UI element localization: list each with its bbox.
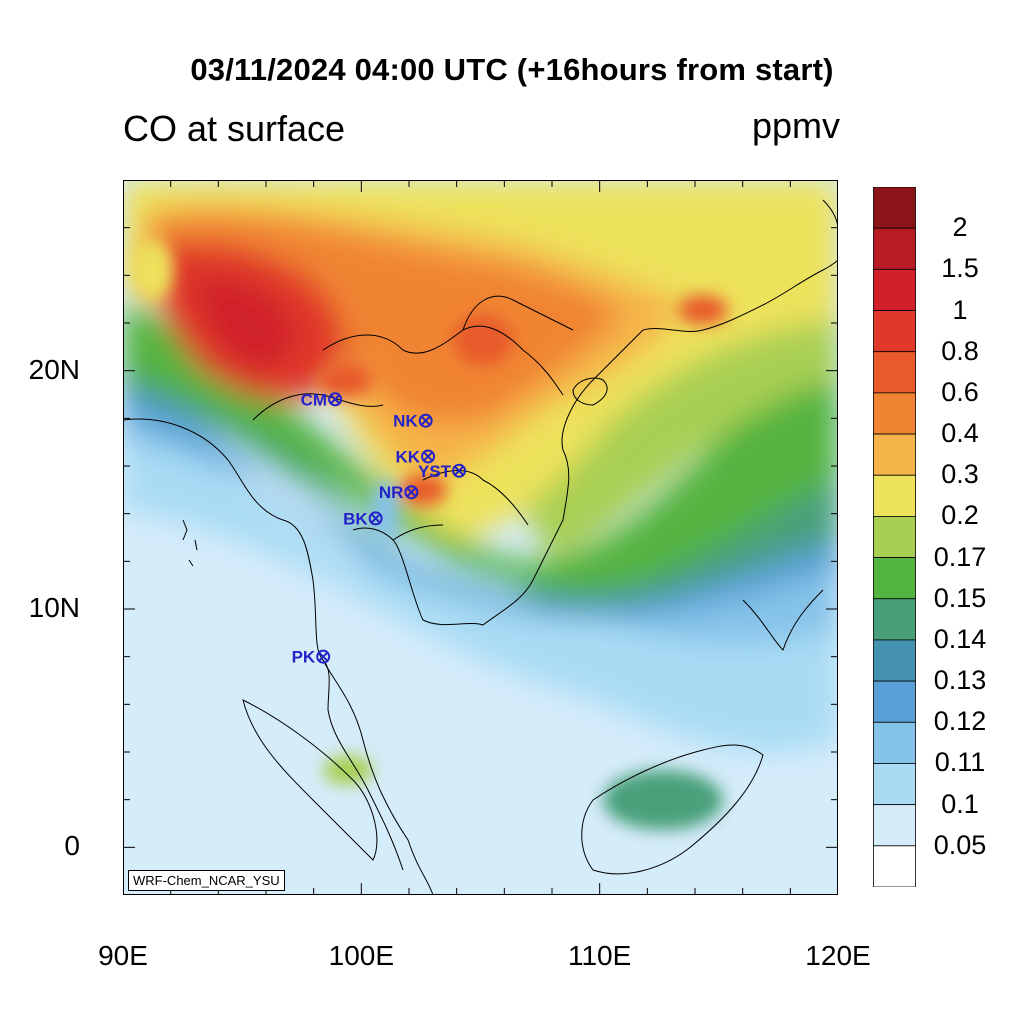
colorbar-label: 0.17 (933, 541, 987, 572)
plot-frame (123, 180, 838, 895)
x-tick-label: 100E (328, 940, 395, 971)
station-label: KK (396, 447, 421, 466)
colorbar-label: 0.14 (933, 623, 987, 654)
colorbar-swatch (873, 474, 916, 517)
colorbar-label: 0.8 (941, 335, 979, 366)
station-cross (318, 651, 328, 662)
colorbar-swatch (873, 680, 916, 723)
station-yst: YST (418, 462, 467, 481)
x-tick-label: 90E (98, 940, 148, 971)
y-tick-label: 20N (28, 353, 80, 385)
colorbar-swatch (873, 845, 916, 888)
station-marker-icon (421, 449, 436, 464)
coastlines (123, 199, 838, 895)
colorbar-swatch (873, 433, 916, 476)
station-marker-icon (418, 413, 433, 428)
station-marker-icon (452, 463, 467, 478)
station-bk: BK (343, 509, 383, 528)
colorbar-label: 0.2 (941, 500, 979, 531)
colorbar-label: 0.6 (941, 376, 979, 407)
station-cm: CM (301, 390, 343, 409)
colorbar-swatch (873, 351, 916, 394)
colorbar-swatches (873, 186, 916, 888)
station-marker-icon (404, 485, 419, 500)
station-marker-icon (328, 392, 343, 407)
station-nr: NR (379, 483, 419, 502)
station-label: BK (343, 509, 368, 528)
station-label: CM (301, 390, 327, 409)
colorbar-swatch (873, 310, 916, 353)
colorbar-swatch (873, 804, 916, 847)
co-field (123, 180, 838, 895)
colorbar-label: 2 (952, 212, 968, 243)
model-credit: WRF-Chem_NCAR_YSU (128, 870, 285, 891)
station-pk: PK (292, 648, 331, 667)
colorbar-swatch (873, 763, 916, 806)
station-label: NK (393, 412, 418, 431)
station-label: NR (379, 483, 404, 502)
colorbar-label: 0.13 (933, 665, 987, 696)
station-cross (423, 451, 433, 462)
colorbar-label: 0.4 (941, 418, 979, 449)
station-kk: KK (396, 447, 436, 466)
colorbar-swatch (873, 721, 916, 764)
station-label: YST (418, 462, 452, 481)
colorbar-label: 1 (952, 294, 968, 325)
x-tick-label: 120E (805, 940, 871, 971)
station-label: PK (292, 648, 316, 667)
colorbar-swatch (873, 598, 916, 641)
station-marker-icon (316, 649, 331, 664)
x-tick-label: 110E (567, 940, 632, 971)
y-tick-label: 0 (64, 830, 80, 862)
station-cross (330, 394, 340, 404)
colorbar-label: 0.1 (941, 788, 979, 819)
colorbar-label: 0.05 (933, 829, 987, 860)
station-cross (406, 487, 417, 497)
station-marker-icon (368, 511, 383, 526)
colorbar-swatch (873, 639, 916, 682)
axis-ticks (123, 180, 838, 895)
map-plot-area: CM NK KK YST NR BK PK (123, 180, 838, 895)
station-nk: NK (393, 412, 433, 431)
station-cross (420, 416, 431, 426)
station-cross (454, 466, 464, 476)
colorbar-swatch (873, 186, 916, 229)
colorbar-label: 0.11 (934, 747, 986, 778)
colorbar-label: 0.12 (933, 706, 987, 737)
colorbar (873, 186, 916, 888)
units-label: ppmv (751, 105, 840, 146)
colorbar-label: 1.5 (941, 253, 979, 284)
colorbar-swatch (873, 557, 916, 600)
map-title: 03/11/2024 04:00 UTC (+16hours from star… (190, 52, 834, 87)
station-cross (370, 513, 381, 524)
y-tick-label: 10N (28, 592, 80, 623)
colorbar-label: 0.15 (933, 582, 987, 613)
variable-label: CO at surface (123, 108, 346, 149)
colorbar-label: 0.3 (941, 459, 979, 490)
